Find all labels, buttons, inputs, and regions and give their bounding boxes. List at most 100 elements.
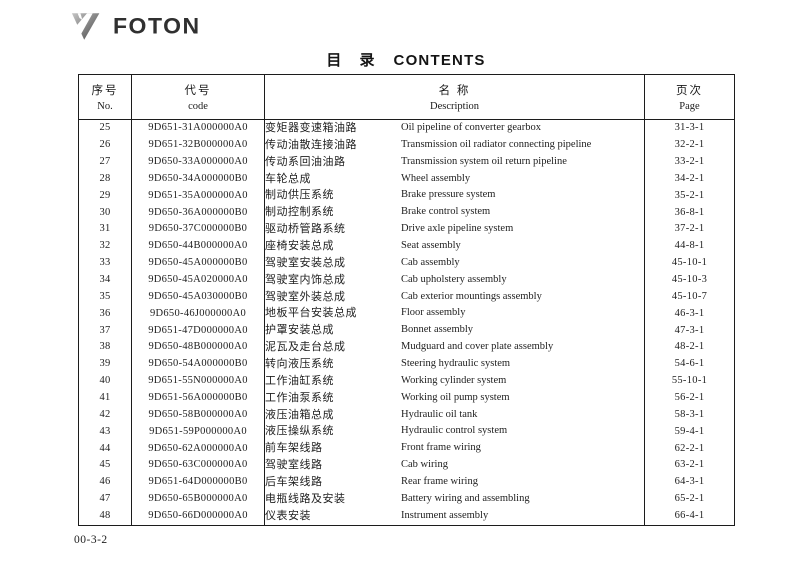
row-no: 40: [78, 372, 132, 390]
row-description-zh: 车轮总成: [265, 172, 311, 185]
row-description-zh: 地板平台安装总成: [265, 307, 357, 320]
row-description-en: Battery wiring and assembling: [401, 492, 530, 504]
row-description: 液压油箱总成 Hydraulic oil tank: [264, 406, 645, 424]
row-description-en: Drive axle pipeline system: [401, 223, 514, 235]
row-code: 9D651-31A000000A0: [131, 119, 265, 137]
row-no: 38: [78, 339, 132, 357]
table-row: 26 9D651-32B000000A0 传动油散连接油路 Transmission …: [78, 136, 735, 154]
row-description-zh: 前车架线路: [265, 442, 323, 455]
row-description-zh: 护罩安装总成: [265, 324, 334, 337]
row-code: 9D650-65B000000A0: [131, 490, 265, 508]
col-header-code-zh: 代号: [184, 85, 212, 97]
table-row: 48 9D650-66D000000A0 仪表安装 Instrument assemb…: [78, 507, 735, 526]
col-header-description-en: Description: [430, 101, 479, 112]
row-code: 9D650-54A000000B0: [131, 356, 265, 373]
row-no: 31: [78, 221, 132, 239]
row-no: 25: [78, 119, 132, 137]
row-code: 9D650-37C000000B0: [131, 221, 265, 239]
col-header-page-en: Page: [679, 101, 700, 112]
row-page: 44-8-1: [644, 238, 735, 255]
row-code: 9D650-45A000000B0: [131, 254, 265, 272]
row-description: 护罩安装总成 Bonnet assembly: [264, 322, 645, 340]
row-page: 31-3-1: [644, 119, 735, 137]
col-header-code: 代号 code: [131, 74, 265, 120]
row-code: 9D650-44B000000A0: [131, 238, 265, 255]
row-description: 仪表安装 Instrument assembly: [264, 507, 645, 526]
row-description-en: Transmission system oil return pipeline: [401, 155, 567, 167]
row-description-en: Brake pressure system: [401, 189, 496, 201]
row-no: 28: [78, 170, 132, 188]
row-no: 26: [78, 136, 132, 154]
row-description: 地板平台安装总成 Floor assembly: [264, 305, 645, 323]
row-description: 座椅安装总成 Seat assembly: [264, 238, 645, 255]
table-row: 31 9D650-37C000000B0 驱动桥管路系统 Drive axle pip…: [78, 221, 735, 239]
row-description-zh: 转向液压系统: [265, 358, 334, 371]
row-description-zh: 工作油缸系统: [265, 374, 334, 387]
row-page: 35-2-1: [644, 187, 735, 205]
row-description-en: Transmission oil radiator connecting pip…: [401, 138, 592, 150]
row-description-zh: 制动控制系统: [265, 206, 334, 219]
row-no: 39: [78, 356, 132, 373]
row-page: 36-8-1: [644, 204, 735, 222]
row-page: 45-10-1: [644, 254, 735, 272]
row-description-zh: 驾驶室安装总成: [265, 256, 346, 269]
row-page: 45-10-3: [644, 271, 735, 289]
foton-logo: FOTON: [70, 12, 201, 41]
row-page: 54-6-1: [644, 356, 735, 373]
row-description: 传动系回油油路 Transmission system oil return pi…: [264, 153, 645, 171]
row-no: 36: [78, 305, 132, 323]
row-code: 9D651-59P000000A0: [131, 423, 265, 441]
col-header-page: 页次 Page: [644, 74, 735, 120]
row-code: 9D650-63C000000A0: [131, 457, 265, 475]
row-no: 33: [78, 254, 132, 272]
row-description: 转向液压系统 Steering hydraulic system: [264, 356, 645, 373]
row-description-zh: 座椅安装总成: [265, 240, 334, 253]
row-page: 63-2-1: [644, 457, 735, 475]
table-row: 39 9D650-54A000000B0 转向液压系统 Steering hydrau…: [78, 356, 735, 373]
row-code: 9D650-58B000000A0: [131, 406, 265, 424]
table-row: 33 9D650-45A000000B0 驾驶室安装总成 Cab assembly 45…: [78, 254, 735, 272]
row-description-en: Working oil pump system: [401, 391, 510, 403]
row-description-en: Rear frame wiring: [401, 476, 478, 488]
table-header: 序号 No. 代号 code 名 称 Description 页次 Page: [78, 74, 735, 120]
row-description-en: Cab wiring: [401, 459, 448, 471]
row-description: 电瓶线路及安装 Battery wiring and assembling: [264, 490, 645, 508]
page-number: 00-3-2: [74, 533, 108, 546]
row-description-zh: 液压油箱总成: [265, 408, 334, 421]
table-row: 47 9D650-65B000000A0 电瓶线路及安装 Battery wiring…: [78, 490, 735, 508]
table-row: 29 9D651-35A000000A0 制动供压系统 Brake pressure …: [78, 187, 735, 205]
row-code: 9D650-45A030000B0: [131, 288, 265, 306]
row-code: 9D650-48B000000A0: [131, 339, 265, 357]
row-description-en: Steering hydraulic system: [401, 358, 511, 370]
row-page: 66-4-1: [644, 507, 735, 526]
brand-name: FOTON: [113, 13, 201, 39]
row-description: 工作油缸系统 Working cylinder system: [264, 372, 645, 390]
row-description: 工作油泵系统 Working oil pump system: [264, 389, 645, 407]
row-page: 46-3-1: [644, 305, 735, 323]
row-no: 44: [78, 440, 132, 458]
row-description: 车轮总成 Wheel assembly: [264, 170, 645, 188]
row-no: 43: [78, 423, 132, 441]
row-description-zh: 液压操纵系统: [265, 425, 334, 438]
foton-emblem-icon: [71, 13, 100, 40]
row-page: 33-2-1: [644, 153, 735, 171]
row-description-en: Bonnet assembly: [401, 324, 474, 336]
row-code: 9D650-34A000000B0: [131, 170, 265, 188]
row-no: 46: [78, 474, 132, 491]
row-page: 48-2-1: [644, 339, 735, 357]
page-title-zh: 目 录: [326, 52, 382, 69]
row-description-en: Hydraulic control system: [401, 425, 508, 437]
row-page: 58-3-1: [644, 406, 735, 424]
row-code: 9D651-47D000000A0: [131, 322, 265, 340]
row-description-en: Cab exterior mountings assembly: [401, 290, 542, 302]
col-header-no-en: No.: [97, 101, 113, 112]
table-row: 36 9D650-46J000000A0 地板平台安装总成 Floor assembl…: [78, 305, 735, 323]
table-row: 25 9D651-31A000000A0 变矩器变速箱油路 Oil pipeline …: [78, 119, 735, 137]
row-page: 64-3-1: [644, 474, 735, 491]
row-page: 62-2-1: [644, 440, 735, 458]
table-row: 34 9D650-45A020000A0 驾驶室内饰总成 Cab upholstery…: [78, 271, 735, 289]
table-row: 35 9D650-45A030000B0 驾驶室外装总成 Cab exterior m…: [78, 288, 735, 306]
row-description-en: Brake control system: [401, 206, 491, 218]
col-header-description: 名 称 Description: [264, 74, 645, 120]
table-row: 32 9D650-44B000000A0 座椅安装总成 Seat assembly 44…: [78, 238, 735, 255]
